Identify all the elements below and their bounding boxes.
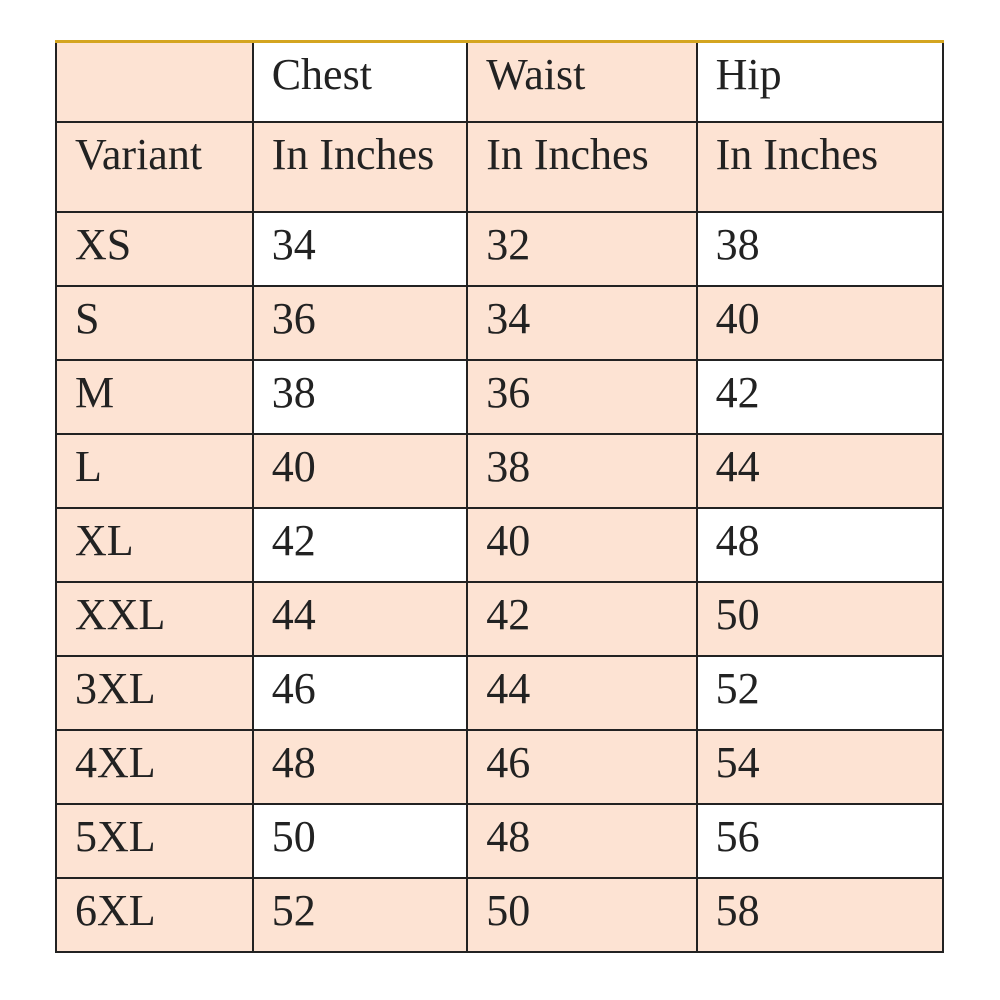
hip-cell: 44 bbox=[695, 432, 945, 509]
hip-cell: 58 bbox=[695, 876, 945, 953]
header-row-measurements: Chest Waist Hip bbox=[55, 40, 945, 123]
table-row: 3XL 46 44 52 bbox=[55, 654, 945, 731]
variant-cell: L bbox=[55, 432, 254, 509]
variant-cell: 4XL bbox=[55, 728, 254, 805]
variant-cell: 3XL bbox=[55, 654, 254, 731]
header-waist-unit: In Inches bbox=[466, 120, 698, 213]
chest-cell: 44 bbox=[251, 580, 469, 657]
waist-cell: 40 bbox=[466, 506, 698, 583]
variant-cell: S bbox=[55, 284, 254, 361]
hip-cell: 56 bbox=[695, 802, 945, 879]
waist-cell: 36 bbox=[466, 358, 698, 435]
waist-cell: 50 bbox=[466, 876, 698, 953]
header-row-units: Variant In Inches In Inches In Inches bbox=[55, 120, 945, 213]
waist-cell: 38 bbox=[466, 432, 698, 509]
variant-cell: M bbox=[55, 358, 254, 435]
size-chart-table: Chest Waist Hip Variant In Inches In Inc… bbox=[55, 40, 945, 953]
table-row: XL 42 40 48 bbox=[55, 506, 945, 583]
variant-cell: XS bbox=[55, 210, 254, 287]
waist-cell: 46 bbox=[466, 728, 698, 805]
waist-cell: 44 bbox=[466, 654, 698, 731]
table-row: XXL 44 42 50 bbox=[55, 580, 945, 657]
chest-cell: 36 bbox=[251, 284, 469, 361]
waist-cell: 42 bbox=[466, 580, 698, 657]
hip-cell: 48 bbox=[695, 506, 945, 583]
table-row: 6XL 52 50 58 bbox=[55, 876, 945, 953]
variant-cell: XXL bbox=[55, 580, 254, 657]
header-empty-cell bbox=[55, 40, 254, 123]
table-row: XS 34 32 38 bbox=[55, 210, 945, 287]
waist-cell: 32 bbox=[466, 210, 698, 287]
chest-cell: 46 bbox=[251, 654, 469, 731]
table-row: S 36 34 40 bbox=[55, 284, 945, 361]
hip-cell: 42 bbox=[695, 358, 945, 435]
header-waist: Waist bbox=[466, 40, 698, 123]
header-hip-unit: In Inches bbox=[695, 120, 945, 213]
hip-cell: 38 bbox=[695, 210, 945, 287]
hip-cell: 54 bbox=[695, 728, 945, 805]
chest-cell: 34 bbox=[251, 210, 469, 287]
chest-cell: 42 bbox=[251, 506, 469, 583]
header-hip: Hip bbox=[695, 40, 945, 123]
variant-cell: 5XL bbox=[55, 802, 254, 879]
header-variant: Variant bbox=[55, 120, 254, 213]
chest-cell: 38 bbox=[251, 358, 469, 435]
chest-cell: 52 bbox=[251, 876, 469, 953]
header-chest-unit: In Inches bbox=[251, 120, 469, 213]
hip-cell: 50 bbox=[695, 580, 945, 657]
chest-cell: 48 bbox=[251, 728, 469, 805]
hip-cell: 40 bbox=[695, 284, 945, 361]
waist-cell: 34 bbox=[466, 284, 698, 361]
waist-cell: 48 bbox=[466, 802, 698, 879]
chest-cell: 40 bbox=[251, 432, 469, 509]
header-chest: Chest bbox=[251, 40, 469, 123]
variant-cell: 6XL bbox=[55, 876, 254, 953]
variant-cell: XL bbox=[55, 506, 254, 583]
table-row: 5XL 50 48 56 bbox=[55, 802, 945, 879]
table-row: M 38 36 42 bbox=[55, 358, 945, 435]
table-row: 4XL 48 46 54 bbox=[55, 728, 945, 805]
chest-cell: 50 bbox=[251, 802, 469, 879]
hip-cell: 52 bbox=[695, 654, 945, 731]
table-row: L 40 38 44 bbox=[55, 432, 945, 509]
